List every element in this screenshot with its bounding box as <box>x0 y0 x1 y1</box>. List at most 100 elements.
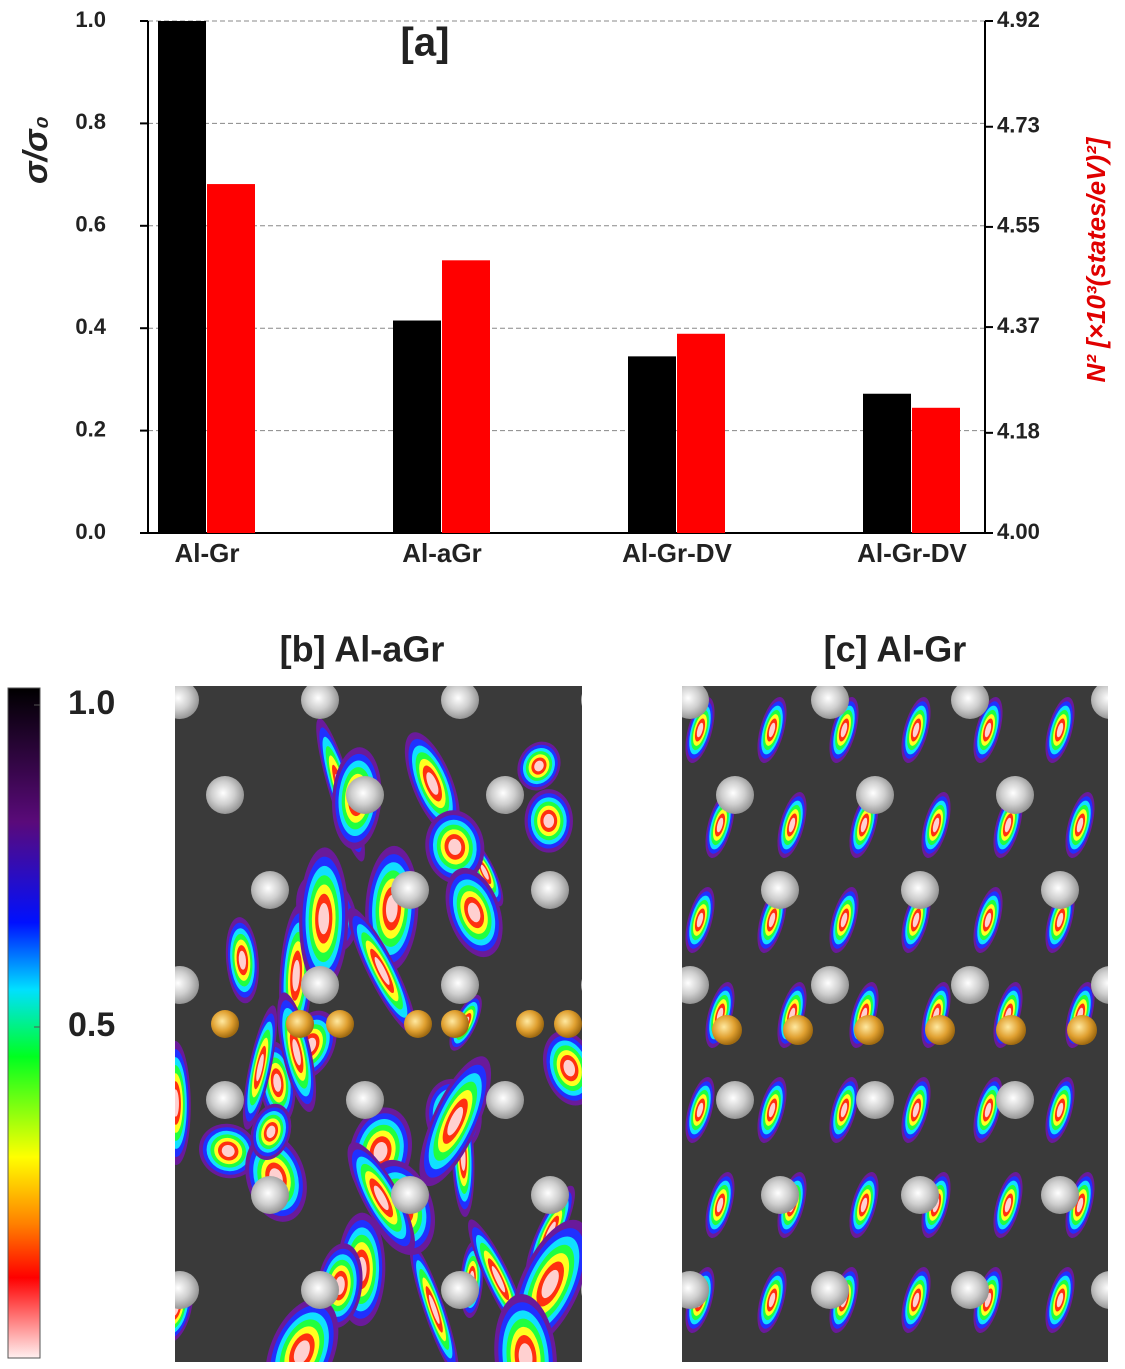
density-blob <box>428 1294 440 1324</box>
density-blob <box>1056 912 1064 928</box>
atom <box>211 1010 239 1038</box>
density-blob <box>448 838 462 855</box>
atom <box>206 776 244 814</box>
x-tick-label: Al-Gr-DV <box>857 538 967 568</box>
atom <box>531 871 569 909</box>
atom <box>716 1081 754 1119</box>
colorbar-tick-label: 1.0 <box>68 684 115 722</box>
atom <box>251 871 289 909</box>
y-tick-label: 1.0 <box>75 7 106 32</box>
atom <box>441 1271 479 1309</box>
bar <box>207 184 255 534</box>
atom <box>175 1271 199 1309</box>
density-blob <box>318 902 330 935</box>
atom <box>1067 1015 1097 1045</box>
atom <box>811 1271 849 1309</box>
density-blob <box>984 912 992 928</box>
atom <box>326 1010 354 1038</box>
density-blob <box>912 1292 920 1308</box>
density-map <box>175 686 664 1362</box>
panel-title: [b] Al-aGr <box>280 629 445 670</box>
density-blob <box>467 902 481 923</box>
x-tick-label: Al-Gr-DV <box>622 538 732 568</box>
atom <box>626 1081 664 1119</box>
density-blob <box>374 956 390 985</box>
atom <box>301 966 339 1004</box>
density-blob <box>932 817 940 833</box>
density-blob <box>1004 817 1012 833</box>
density-blob <box>480 864 489 880</box>
density-blob <box>768 722 776 738</box>
bar <box>158 21 206 533</box>
density-blob <box>840 912 848 928</box>
density-blob <box>912 1102 920 1118</box>
atom <box>856 1081 894 1119</box>
atom <box>901 871 939 909</box>
atom <box>811 966 849 1004</box>
colorbar <box>7 687 41 1359</box>
atom <box>901 1176 939 1214</box>
atom <box>811 686 849 719</box>
atom <box>581 1283 582 1297</box>
y2-tick-label: 4.73 <box>997 113 1040 138</box>
y-tick-label: 0.4 <box>75 314 106 339</box>
density-blob <box>447 1106 464 1136</box>
atom <box>206 1081 244 1119</box>
density-blob <box>716 1197 724 1213</box>
density-blob <box>266 1125 276 1139</box>
atom <box>286 1010 314 1038</box>
atom <box>581 693 582 707</box>
density-blob <box>1004 1197 1012 1213</box>
atom <box>761 871 799 909</box>
atom <box>346 1081 384 1119</box>
atom <box>951 1271 989 1309</box>
density-blob <box>768 1102 776 1118</box>
atom <box>1041 1176 1079 1214</box>
panel-title: [c] Al-Gr <box>824 629 967 670</box>
atom <box>716 776 754 814</box>
y-tick-label: 0.2 <box>75 416 106 441</box>
y2-tick-label: 4.55 <box>997 213 1040 238</box>
density-blob <box>273 1073 282 1092</box>
atom <box>682 1271 709 1309</box>
atom <box>175 966 199 1004</box>
atom <box>346 776 384 814</box>
atom <box>996 776 1034 814</box>
atom <box>441 966 479 1004</box>
density-blob <box>491 1266 506 1293</box>
y2-tick-label: 4.37 <box>997 313 1040 338</box>
atom <box>175 686 199 719</box>
bar <box>628 356 676 533</box>
density-blob <box>912 912 920 928</box>
atom <box>856 776 894 814</box>
density-blob <box>1056 1102 1064 1118</box>
y-tick-label: 0.8 <box>75 109 106 134</box>
density-blob <box>175 1089 179 1117</box>
x-tick-label: Al-aGr <box>402 538 481 568</box>
atom <box>761 1176 799 1214</box>
y-tick-label: 0.0 <box>75 519 106 544</box>
density-blob <box>385 894 398 923</box>
atom <box>996 1015 1026 1045</box>
atom <box>531 1176 569 1214</box>
density-blob <box>426 772 439 795</box>
density-blob <box>373 1185 389 1211</box>
density-blob <box>238 950 247 970</box>
density-blob <box>373 1142 388 1162</box>
y-axis-label: σ/σ₀ <box>17 116 55 184</box>
density-blob <box>788 817 796 833</box>
atom <box>251 1176 289 1214</box>
colorbar-tick-label: 0.5 <box>68 1006 115 1044</box>
density-blob <box>293 1340 310 1362</box>
atom <box>301 1271 339 1309</box>
bar <box>863 393 911 533</box>
density-blob <box>518 1343 533 1362</box>
density-blob <box>860 817 868 833</box>
bar <box>393 320 441 533</box>
atom <box>1041 871 1079 909</box>
density-blob <box>292 959 300 992</box>
atom <box>486 1081 524 1119</box>
atom <box>925 1015 955 1045</box>
density-blob <box>984 722 992 738</box>
